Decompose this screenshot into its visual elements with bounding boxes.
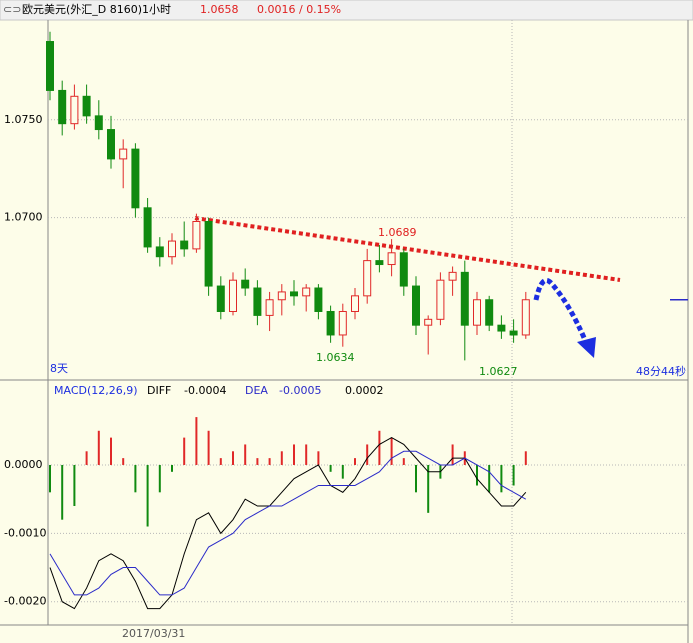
macd-title: MACD(12,26,9) bbox=[54, 384, 138, 397]
candle-body bbox=[436, 279, 445, 320]
candle-body bbox=[107, 129, 115, 160]
icon: ⊂⊃ bbox=[3, 3, 21, 16]
candle-body bbox=[399, 252, 408, 287]
y-tick-label: 1.0700 bbox=[4, 211, 43, 224]
high-annotation: 1.0689 bbox=[378, 226, 417, 239]
candle-body bbox=[131, 148, 140, 209]
candle-body bbox=[70, 95, 79, 125]
candle-body bbox=[338, 310, 347, 336]
candle-body bbox=[82, 95, 91, 117]
histogram-value: 0.0002 bbox=[345, 384, 384, 397]
candle-body bbox=[351, 295, 359, 312]
macd-line bbox=[49, 450, 527, 596]
candle-body bbox=[387, 252, 396, 266]
candle-body bbox=[241, 279, 250, 289]
candle-body bbox=[448, 271, 457, 281]
candle-body bbox=[216, 285, 225, 312]
legend-value: -0.0004 bbox=[184, 384, 226, 397]
candle-body bbox=[497, 324, 506, 332]
y-tick-label: -0.0020 bbox=[4, 595, 46, 608]
candle-body bbox=[326, 310, 335, 336]
candle-body bbox=[460, 271, 469, 326]
forecast-arrow bbox=[533, 278, 588, 341]
candle-body bbox=[424, 318, 433, 326]
arrow-head bbox=[577, 337, 596, 358]
legend-label: DIFF bbox=[147, 384, 171, 397]
candle-body bbox=[473, 299, 481, 326]
candle-body bbox=[375, 260, 384, 266]
low-annotation: 1.0634 bbox=[316, 351, 355, 364]
candle-body bbox=[265, 299, 274, 316]
candle-body bbox=[363, 260, 372, 297]
candle-body bbox=[314, 287, 323, 312]
candle-body bbox=[521, 299, 530, 336]
candle-body bbox=[277, 291, 286, 301]
candle-body bbox=[509, 330, 518, 336]
y-tick-label: 1.0750 bbox=[4, 113, 43, 126]
x-label: 2017/03/31 bbox=[122, 627, 185, 640]
candle-body bbox=[46, 41, 54, 91]
candle-body bbox=[412, 285, 420, 326]
period-label: 8天 bbox=[50, 362, 68, 375]
y-tick-label: 0.0000 bbox=[4, 458, 43, 471]
candle-body bbox=[253, 287, 262, 316]
legend-label: DEA bbox=[245, 384, 268, 397]
candle-body bbox=[94, 115, 103, 131]
candle-body bbox=[290, 291, 298, 297]
candle-body bbox=[485, 299, 494, 326]
header-bar bbox=[0, 0, 693, 21]
legend-value: -0.0005 bbox=[279, 384, 321, 397]
candle-body bbox=[58, 89, 67, 125]
candle-body bbox=[229, 279, 237, 312]
low-annotation: 1.0627 bbox=[479, 365, 518, 378]
candle-body bbox=[168, 240, 176, 258]
candle-body bbox=[302, 287, 311, 297]
y-tick-label: -0.0010 bbox=[4, 526, 46, 539]
candle-body bbox=[204, 220, 213, 287]
header-change: 0.0016 / 0.15% bbox=[257, 3, 341, 16]
candle-body bbox=[119, 148, 128, 160]
candle-body bbox=[192, 220, 201, 250]
candle-body bbox=[143, 207, 152, 248]
header-title: 欧元美元(外汇_D 8160)1小时 bbox=[22, 3, 171, 16]
trend-line bbox=[194, 216, 621, 282]
candle-body bbox=[155, 246, 164, 258]
countdown-label: 48分44秒 bbox=[636, 364, 686, 378]
header-price: 1.0658 bbox=[200, 3, 239, 16]
candle-body bbox=[180, 240, 189, 250]
